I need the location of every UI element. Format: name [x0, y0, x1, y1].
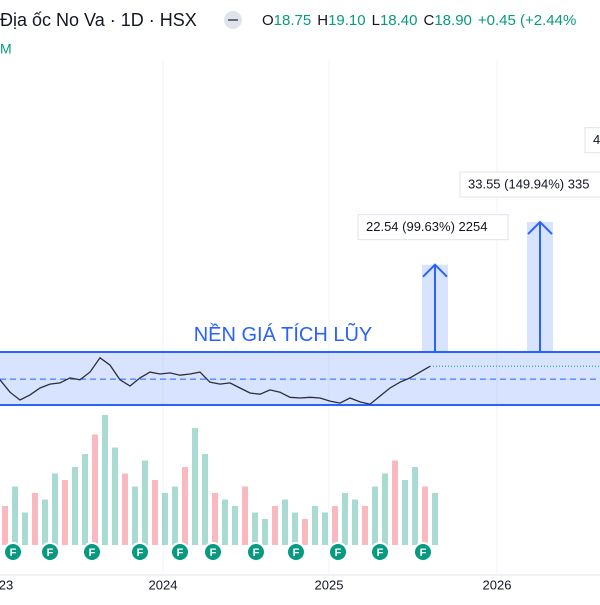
volume-bar — [322, 512, 328, 545]
volume-bar — [372, 486, 378, 545]
volume-bar — [142, 460, 148, 545]
event-marker — [170, 542, 190, 562]
target-label-box — [357, 214, 509, 241]
event-label: F — [89, 547, 96, 559]
volume-bar — [302, 519, 308, 545]
target-label: 22.54 (99.63%) 2254 — [366, 219, 487, 234]
volume-bar — [282, 499, 288, 545]
volume-bar — [152, 480, 158, 545]
event-label: F — [137, 547, 144, 559]
volume-bar — [92, 434, 98, 545]
event-marker — [203, 542, 223, 562]
event-label: F — [377, 547, 384, 559]
event-marker — [328, 542, 348, 562]
volume-bar — [242, 486, 248, 545]
volume-bar — [102, 415, 108, 545]
event-marker — [413, 542, 433, 562]
ohlc-value: 18.75 — [274, 12, 312, 29]
volume-bar — [202, 454, 208, 545]
volume-bar — [342, 493, 348, 545]
volume-bar — [412, 467, 418, 545]
volume-bar — [212, 493, 218, 545]
volume-bar — [232, 506, 238, 545]
volume-bar — [222, 499, 228, 545]
volume-bar — [252, 512, 258, 545]
volume-bar — [352, 499, 358, 545]
event-label: F — [10, 547, 17, 559]
event-marker — [3, 542, 23, 562]
volume-bar — [72, 467, 78, 545]
volume-bar — [262, 519, 268, 545]
event-label: F — [210, 547, 217, 559]
volume-bar — [42, 499, 48, 545]
event-marker — [246, 542, 266, 562]
volume-bar — [2, 506, 8, 545]
event-label: F — [177, 547, 184, 559]
volume-bar — [162, 493, 168, 545]
volume-bar — [52, 473, 58, 545]
volume-bar — [172, 486, 178, 545]
ohlc-key: O — [262, 12, 274, 29]
event-marker — [40, 542, 60, 562]
volume-bar — [62, 480, 68, 545]
band-label: NỀN GIÁ TÍCH LŨY — [194, 322, 373, 346]
event-label: F — [253, 547, 260, 559]
volume-bar — [192, 428, 198, 545]
ohlc-value: 19.10 — [328, 12, 366, 29]
symbol-title: Địa ốc No Va · 1D · HSX — [0, 10, 197, 30]
price-line — [0, 356, 431, 405]
volume-bar — [382, 473, 388, 545]
volume-bar — [112, 447, 118, 545]
event-marker — [286, 542, 306, 562]
x-tick-label: 23 — [0, 577, 13, 592]
accumulation-band — [0, 351, 600, 406]
ohlc-key: H — [317, 12, 328, 29]
target-label-box — [459, 171, 600, 198]
volume-bar — [332, 506, 338, 545]
event-label: F — [47, 547, 54, 559]
x-tick-label: 2025 — [315, 577, 344, 592]
volume-bar — [82, 454, 88, 545]
volume-bar — [362, 506, 368, 545]
ohlc-key: C — [424, 12, 435, 29]
event-label: F — [335, 547, 342, 559]
event-marker — [82, 542, 102, 562]
target-label-box — [584, 127, 600, 154]
ohlc-value: 18.40 — [380, 12, 418, 29]
arrow-head — [422, 263, 448, 278]
event-marker — [370, 542, 390, 562]
event-marker — [130, 542, 150, 562]
second-line: M — [0, 41, 12, 57]
volume-bar — [402, 480, 408, 545]
volume-bar — [12, 486, 18, 545]
volume-bar — [312, 506, 318, 545]
ohlc-key: L — [372, 12, 380, 29]
volume-bar — [432, 493, 438, 545]
event-label: F — [293, 547, 300, 559]
volume-bar — [422, 486, 428, 545]
target-label: 33.55 (149.94%) 335 — [468, 176, 589, 191]
arrow-head — [527, 220, 553, 235]
target-label: 4 — [593, 132, 600, 147]
event-label: F — [420, 547, 427, 559]
volume-bar — [22, 512, 28, 545]
volume-bar — [132, 486, 138, 545]
volume-bar — [292, 512, 298, 545]
volume-bar — [272, 506, 278, 545]
x-tick-label: 2024 — [149, 577, 178, 592]
volume-bar — [122, 473, 128, 545]
volume-bar — [392, 460, 398, 545]
volume-bar — [182, 467, 188, 545]
x-tick-label: 2026 — [483, 577, 512, 592]
change: +0.45 (+2.44% — [478, 12, 576, 29]
ohlc-value: 18.90 — [434, 12, 472, 29]
volume-bar — [32, 493, 38, 545]
menu-icon-bar — [228, 19, 238, 21]
